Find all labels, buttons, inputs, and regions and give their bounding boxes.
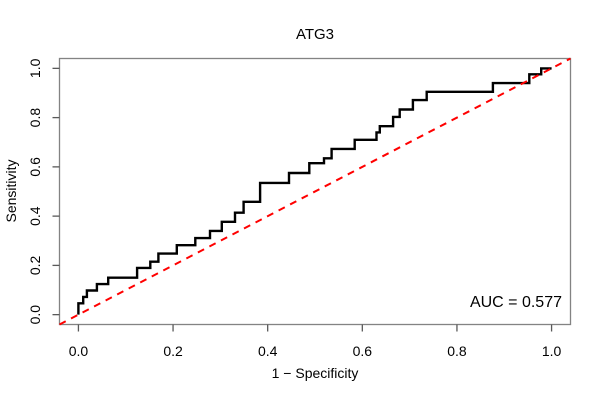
roc-curve <box>77 67 552 315</box>
x-tick-label: 0.0 <box>69 343 89 359</box>
x-tick-label: 0.4 <box>258 343 278 359</box>
plot-title: ATG3 <box>295 26 335 43</box>
x-tick-label: 1.0 <box>542 343 562 359</box>
y-tick-label: 0.6 <box>27 157 43 177</box>
y-tick-label: 0.8 <box>27 108 43 128</box>
plot-box <box>58 57 572 326</box>
x-tick-label: 0.8 <box>447 343 467 359</box>
y-tick-label: 1.0 <box>27 58 43 78</box>
x-tick-label: 0.6 <box>353 343 373 359</box>
y-axis-label: Sensitivity <box>3 159 19 223</box>
y-tick-label: 0.4 <box>27 206 43 226</box>
chance-diagonal-line <box>59 57 571 326</box>
y-tick-label: 0.0 <box>27 305 43 325</box>
y-tick-label: 0.2 <box>27 255 43 275</box>
auc-annotation: AUC = 0.577 <box>469 294 562 311</box>
x-tick-label: 0.2 <box>163 343 183 359</box>
x-axis-label: 1 − Specificity <box>271 365 359 381</box>
